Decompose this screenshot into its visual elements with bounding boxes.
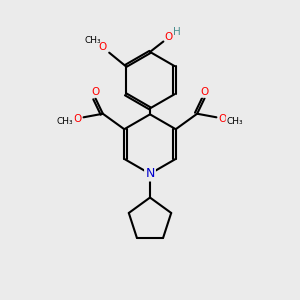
Text: O: O bbox=[98, 42, 107, 52]
Text: O: O bbox=[219, 114, 227, 124]
Text: O: O bbox=[91, 87, 100, 97]
Text: CH₃: CH₃ bbox=[57, 117, 74, 126]
Text: O: O bbox=[165, 32, 173, 42]
Text: O: O bbox=[200, 87, 209, 97]
Text: CH₃: CH₃ bbox=[85, 36, 101, 45]
Text: O: O bbox=[73, 114, 81, 124]
Text: H: H bbox=[173, 27, 181, 37]
Text: CH₃: CH₃ bbox=[226, 117, 243, 126]
Text: N: N bbox=[145, 167, 155, 180]
